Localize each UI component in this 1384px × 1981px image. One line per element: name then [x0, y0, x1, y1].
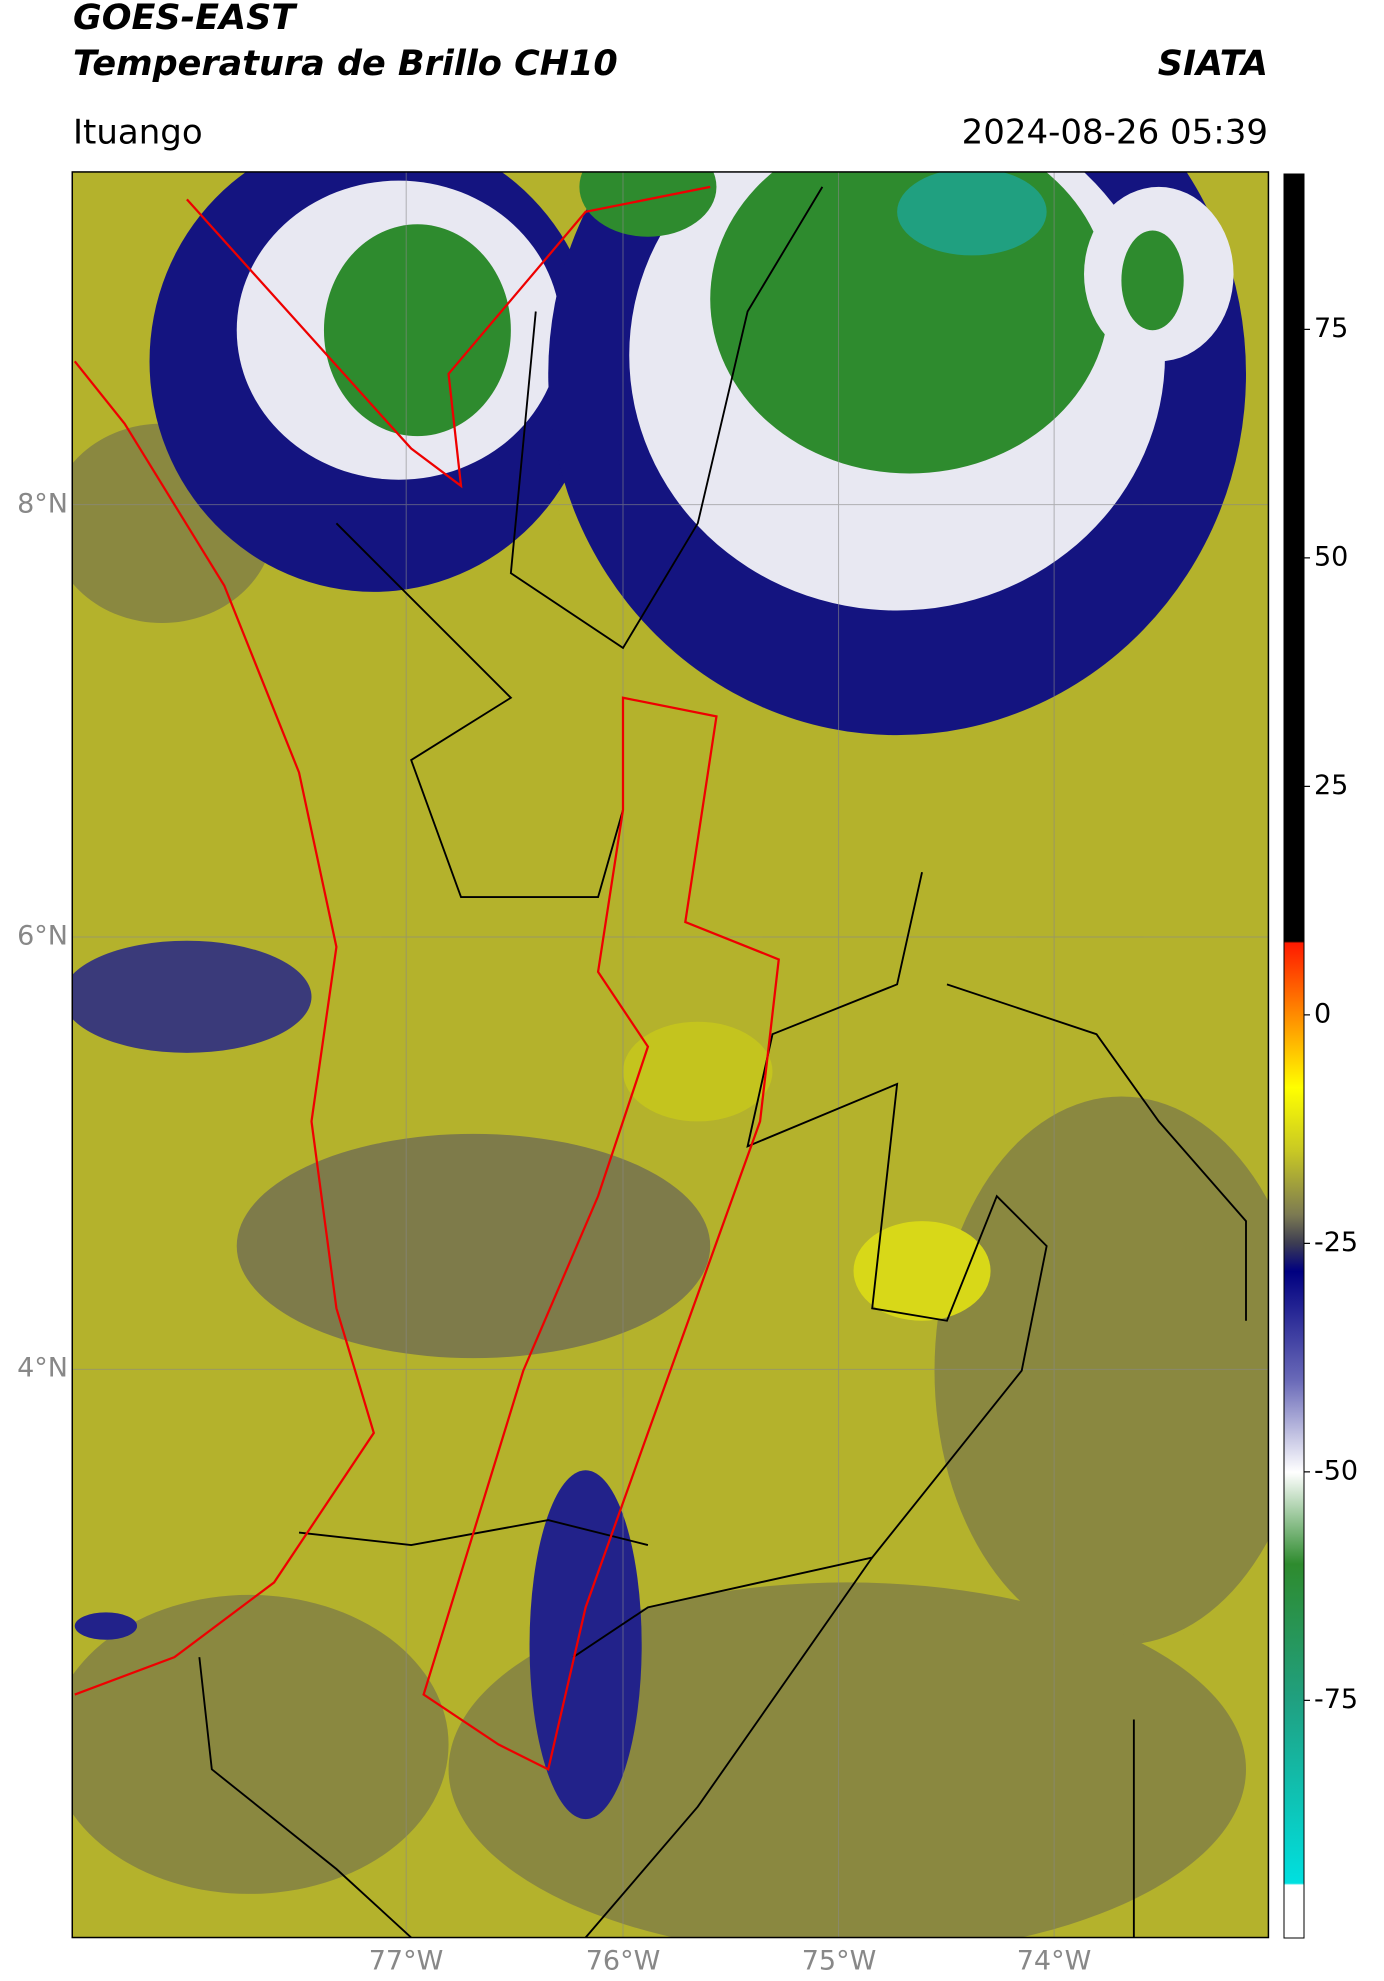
colorbar-tick-label: 25 — [1314, 770, 1348, 801]
colorbar-tick-label: 0 — [1314, 998, 1331, 1029]
red-borders — [73, 185, 780, 1771]
lon-label: 75°W — [802, 1946, 877, 1977]
lat-label: 6°N — [17, 921, 68, 952]
brand: SIATA — [1158, 44, 1268, 84]
lat-label: 8°N — [17, 489, 68, 520]
title-line: Temperatura de Brillo CH10 — [73, 44, 618, 84]
lon-label: 76°W — [586, 1946, 661, 1977]
map-frame — [71, 171, 1270, 1939]
lat-label: 4°N — [17, 1353, 68, 1384]
colorbar-tick-label: 50 — [1314, 541, 1348, 572]
place: Ituango — [73, 113, 203, 153]
colorbar-tick-label: 75 — [1314, 313, 1348, 344]
title-line: GOES-EAST — [73, 0, 298, 38]
map — [71, 171, 1270, 1939]
borders — [198, 186, 1247, 1938]
lon-label: 74°W — [1017, 1946, 1092, 1977]
axis-labels: 8°N 6°N 4°N 77°W 76°W 75°W 74°W — [17, 489, 1091, 1977]
colorbar — [1283, 173, 1305, 1939]
colorbar-axis: 75 50 25 0 -25 -50 -75 — [1304, 313, 1358, 1715]
lon-label: 77°W — [369, 1946, 444, 1977]
cloud-field — [72, 171, 1269, 1938]
colorbar-tick-label: -50 — [1314, 1455, 1358, 1486]
datetime: 2024-08-26 05:39 — [962, 113, 1268, 153]
colorbar-tick-label: -25 — [1314, 1227, 1358, 1258]
colorbar-tick-label: -75 — [1314, 1684, 1358, 1715]
